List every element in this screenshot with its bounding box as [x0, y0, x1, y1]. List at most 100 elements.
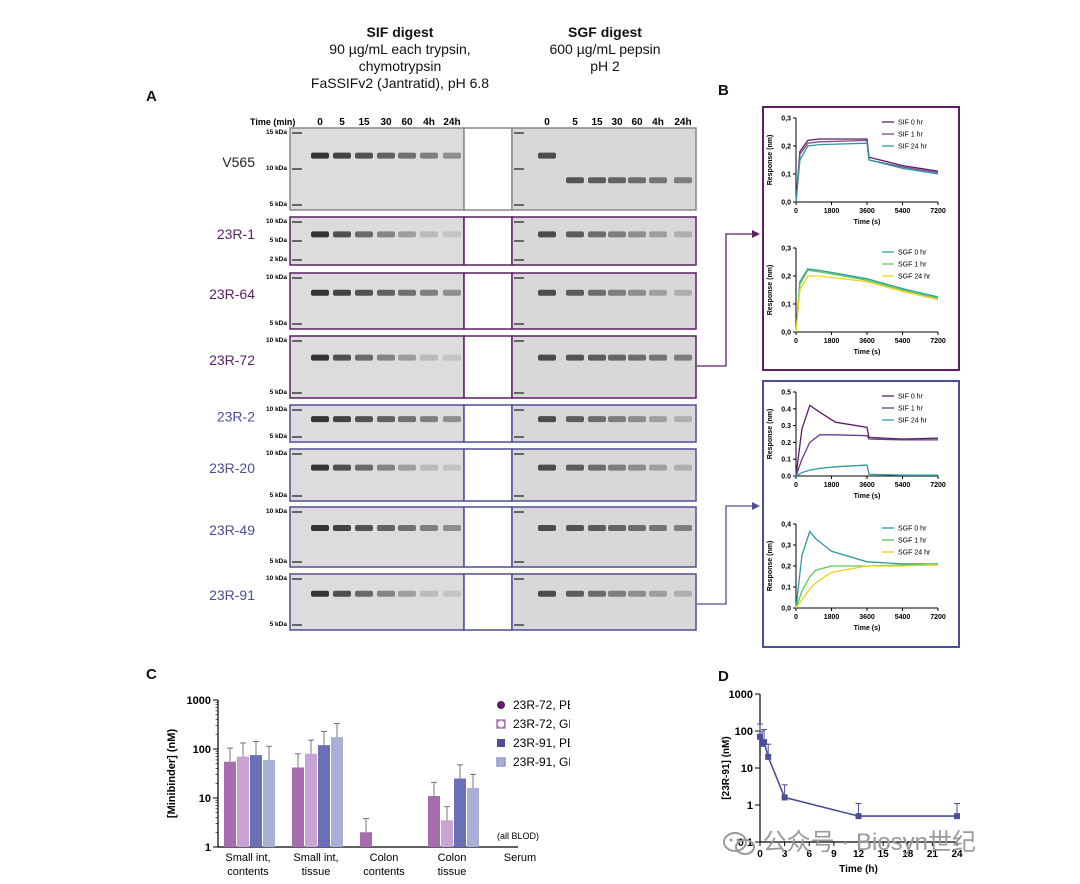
sif-line-3: FaSSIFv2 (Jantratid), pH 6.8 [310, 75, 490, 91]
gel-band [333, 289, 351, 296]
timepoint-sgf-3: 30 [611, 117, 623, 128]
gel-band [398, 590, 416, 597]
legend-label-3: 23R-91, GPV [513, 755, 570, 769]
sif-header: SIF digest 90 µg/mL each trypsin, chymot… [300, 24, 500, 92]
gel-ladder-band [292, 453, 302, 455]
y-tick-label: 0,3 [781, 246, 791, 253]
gel-band [566, 525, 584, 531]
data-point-6 [954, 813, 960, 820]
gel-band [398, 152, 416, 159]
y-tick-label: 10 [199, 793, 211, 805]
x-tick-label: 3600 [859, 338, 875, 345]
gel-marker-5-0: 10 kDa [266, 450, 287, 457]
x-tick-label: 12 [853, 849, 865, 860]
y-axis-label: Response (nm) [767, 541, 774, 592]
y-tick-label: 100 [735, 726, 753, 738]
panel-label-c: C [146, 666, 157, 683]
bar-0-3 [263, 759, 275, 847]
x-tick-label: 9 [831, 849, 837, 860]
gel-band [311, 464, 329, 471]
gel-band [608, 590, 626, 597]
x-tick-label: 1800 [824, 482, 840, 489]
gel-band [420, 416, 438, 423]
gel-band [443, 416, 461, 423]
category-label-1: Small int, [293, 852, 338, 864]
y-tick-label: 10 [741, 763, 753, 775]
category-label-2: Colon [370, 852, 399, 864]
gel-ladder-band [292, 323, 302, 325]
gel-band [420, 231, 438, 238]
gel-ladder-band [514, 453, 524, 455]
x-tick-label: 1800 [824, 614, 840, 621]
x-tick-label: 3600 [859, 208, 875, 215]
sgf-line-1: 600 µg/mL pepsin [549, 41, 661, 57]
gel-band [628, 590, 646, 597]
gel-band [377, 525, 395, 531]
gel-ladder-band [292, 168, 302, 170]
bar-1-2 [318, 745, 330, 847]
gel-ladder-band [292, 340, 302, 342]
gel-ladder-band [514, 259, 524, 261]
gel-band [566, 590, 584, 597]
legend-label-1: SGF 1 hr [898, 538, 927, 545]
gel-ladder-band [514, 221, 524, 223]
arrow-blue [697, 505, 758, 605]
gel-blank-2 [463, 272, 513, 330]
gel-band [398, 416, 416, 423]
gel-band [608, 354, 626, 361]
legend-marker-fill [497, 739, 505, 747]
category-label-0: Small int, [225, 852, 270, 864]
bar-3-2 [454, 778, 466, 847]
gel-sgf-4 [511, 404, 697, 443]
gel-band [649, 231, 667, 238]
legend-label-1: 23R-72, GPV [513, 717, 570, 731]
gel-sif-3 [289, 335, 465, 399]
gel-panel: Time (min) 0 0 5 5 15 15 30 30 60 60 4h 4h 24h 24h V565… [209, 117, 760, 631]
gel-band [628, 177, 646, 184]
gel-band [588, 464, 606, 471]
sgf-title: SGF digest [568, 24, 642, 40]
legend-label-2: SIF 24 hr [898, 418, 927, 425]
legend-label-1: SIF 1 hr [898, 406, 924, 413]
gel-band [566, 416, 584, 423]
gel-blank-5 [463, 448, 513, 502]
gel-band [420, 464, 438, 471]
gel-marker-6-1: 5 kDa [270, 558, 288, 565]
legend-label-1: SGF 1 hr [898, 262, 927, 269]
gel-band [377, 152, 395, 159]
y-tick-label: 0,4 [781, 522, 791, 529]
category-label-1: tissue [302, 866, 331, 878]
gel-band [420, 354, 438, 361]
y-tick-label: 0,2 [781, 564, 791, 571]
x-axis-label: Time (s) [854, 625, 881, 632]
y-tick-label: 0,2 [781, 144, 791, 151]
gel-band [377, 464, 395, 471]
gel-band [588, 354, 606, 361]
panel-label-b: B [718, 82, 729, 99]
category-label-0: contents [227, 866, 269, 878]
data-point-2 [761, 739, 768, 746]
legend-marker-fill [496, 757, 506, 767]
y-tick-label: 1000 [729, 689, 753, 701]
gel-blank-4 [463, 404, 513, 443]
x-tick-label: 15 [878, 849, 890, 860]
gel-band [628, 231, 646, 238]
y-axis-label: Response (nm) [767, 265, 774, 316]
gel-band [649, 177, 667, 184]
y-axis-label: Response (nm) [767, 409, 774, 460]
legend-label-0: SGF 0 hr [898, 526, 927, 533]
gel-ladder-band [514, 436, 524, 438]
category-label-2: contents [363, 866, 405, 878]
bar-3-1 [441, 820, 453, 847]
gel-ladder-band [292, 221, 302, 223]
gel-band [628, 525, 646, 531]
gel-band [443, 464, 461, 471]
timepoint-sgf-6: 24h [674, 117, 691, 128]
gel-band [538, 525, 556, 531]
y-tick-label: 0,3 [781, 116, 791, 123]
x-tick-label: 0 [794, 338, 798, 345]
category-label-3: tissue [438, 866, 467, 878]
gel-band [311, 289, 329, 296]
gel-blank-6 [463, 506, 513, 568]
